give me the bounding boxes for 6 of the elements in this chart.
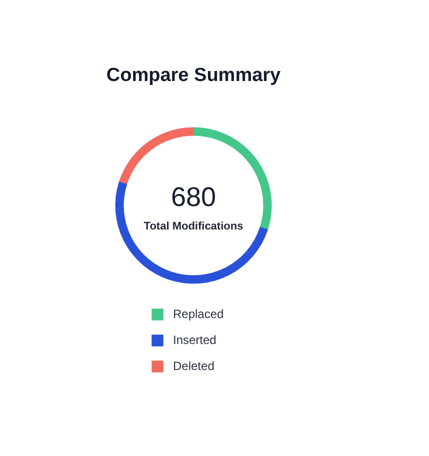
chart-title: Compare Summary <box>106 65 282 86</box>
legend-label: Inserted <box>173 332 216 349</box>
legend-label: Replaced <box>173 306 224 323</box>
legend-label: Deleted <box>173 358 214 375</box>
text: 680 <box>170 182 216 212</box>
text: Total Modifications <box>144 220 244 232</box>
